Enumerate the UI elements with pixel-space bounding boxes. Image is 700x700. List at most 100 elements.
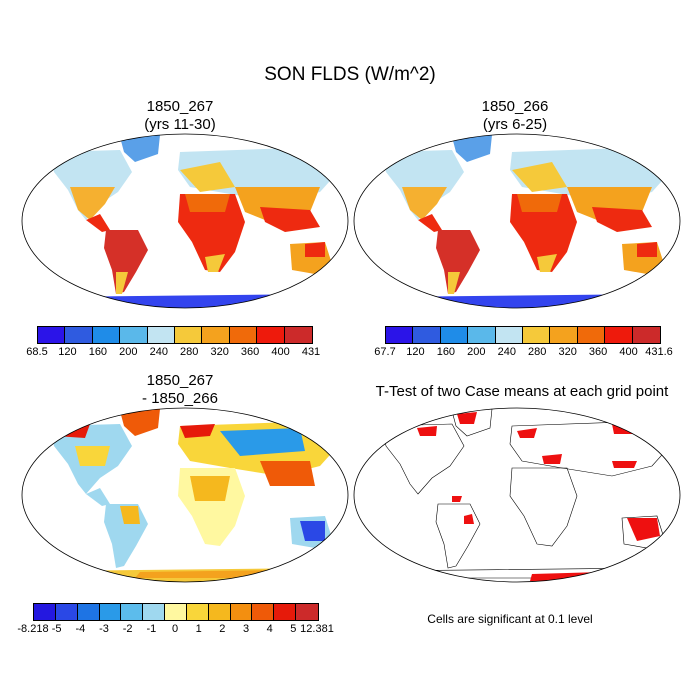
colorbar-label: 200 (467, 346, 486, 358)
colorbar-label: 3 (242, 623, 250, 635)
colorbar-box (386, 327, 414, 343)
colorbar-box (92, 327, 121, 343)
panel-title-top-right: 1850_266 (yrs 6-25) (360, 98, 670, 134)
colorbar-box (34, 604, 56, 620)
colorbar-label: 120 (406, 346, 425, 358)
colorbar-box (55, 604, 78, 620)
colorbar-box (522, 327, 551, 343)
colorbar-label: 200 (119, 346, 138, 358)
colorbar-top-right (385, 326, 661, 344)
colorbar-box (252, 604, 275, 620)
colorbar-box (257, 327, 285, 343)
colorbar-label: 160 (436, 346, 456, 358)
colorbar-label: -5 (51, 623, 62, 635)
colorbar-box (632, 327, 660, 343)
colorbar-label: 431 (301, 346, 321, 358)
colorbar-label: -4 (75, 623, 86, 635)
colorbar-box (77, 604, 100, 620)
colorbar-box (208, 604, 231, 620)
page-title: SON FLDS (W/m^2) (264, 64, 436, 85)
south-america-shape (104, 230, 148, 294)
colorbar-label: -8.218 (17, 623, 49, 635)
colorbar-label: 4 (266, 623, 273, 635)
colorbar-labels-top-right: 67.7 120 160 200 240 280 320 360 400 431.6 (374, 346, 672, 360)
colorbar-label: 68.5 (26, 346, 48, 358)
colorbar-box (284, 327, 312, 343)
colorbar-box (38, 327, 66, 343)
south-america-shape (436, 230, 480, 294)
colorbar-box (186, 604, 209, 620)
colorbar-box (120, 327, 148, 343)
colorbar-label: 360 (588, 346, 608, 358)
colorbar-box (440, 327, 469, 343)
panel-title-line2: (yrs 6-25) (482, 116, 548, 133)
panel-title-bottom-left: 1850_267 - 1850_266 (25, 372, 335, 408)
colorbar-label: -2 (122, 623, 133, 635)
colorbar-label: 240 (497, 346, 516, 358)
colorbar-label: 280 (528, 346, 547, 358)
colorbar-label: 5 (290, 623, 297, 635)
map-top-left (21, 133, 349, 309)
panel-title-line2: (yrs 11-30) (144, 116, 216, 133)
colorbar-label: 431.6 (645, 346, 673, 358)
colorbar-label: -1 (146, 623, 157, 635)
colorbar-label: 400 (271, 346, 290, 358)
colorbar-label: 0 (171, 623, 179, 635)
colorbar-box (147, 327, 175, 343)
greenland-shape (120, 135, 160, 162)
colorbar-label: 120 (58, 346, 77, 358)
colorbar-labels-top-left: 68.5 120 160 200 240 280 320 360 400 431 (26, 346, 320, 360)
panel-title-line1: 1850_267 (146, 98, 214, 115)
colorbar-box (65, 327, 93, 343)
significance-note: Cells are significant at 0.1 level (427, 612, 593, 626)
colorbar-box (468, 327, 496, 343)
north-america-shape (50, 150, 132, 220)
colorbar-label: 1 (195, 623, 202, 635)
colorbar-box (577, 327, 606, 343)
colorbar-label: 67.7 (374, 346, 396, 358)
africa-outline (509, 467, 578, 547)
map-bottom-left (21, 407, 349, 583)
colorbar-label: 2 (219, 623, 226, 635)
colorbar-box (143, 604, 166, 620)
panel-title-line1: 1850_266 (481, 98, 549, 115)
colorbar-label: -3 (99, 623, 109, 635)
panel-title-line1: 1850_267 (146, 372, 214, 389)
colorbar-label: 320 (210, 346, 229, 358)
colorbar-box (605, 327, 633, 343)
panel-title-line2: - 1850_266 (142, 390, 218, 407)
colorbar-box (229, 327, 258, 343)
colorbar-box (202, 327, 230, 343)
colorbar-label: 360 (240, 346, 260, 358)
greenland-shape (452, 135, 492, 162)
colorbar-box (495, 327, 523, 343)
colorbar-box (230, 604, 253, 620)
colorbar-box (274, 604, 297, 620)
colorbar-label: 280 (180, 346, 199, 358)
colorbar-box (413, 327, 441, 343)
colorbar-box (165, 604, 187, 620)
colorbar-box (550, 327, 578, 343)
map-top-right (353, 133, 681, 309)
colorbar-box (174, 327, 203, 343)
africa-shape (178, 194, 245, 272)
africa-shape (510, 194, 577, 272)
panel-title-top-left: 1850_267 (yrs 11-30) (25, 98, 335, 134)
colorbar-box (99, 604, 122, 620)
colorbar-label: 12.381 (300, 623, 334, 635)
colorbar-bottom-left (33, 603, 319, 621)
colorbar-box (296, 604, 318, 620)
colorbar-top-left (37, 326, 313, 344)
colorbar-box (121, 604, 144, 620)
south-america-outline (435, 503, 481, 569)
map-bottom-right (353, 407, 681, 583)
north-america-outline (381, 423, 465, 495)
colorbar-label: 240 (149, 346, 168, 358)
panel-title-bottom-right: T-Test of two Case means at each grid po… (375, 383, 669, 400)
colorbar-label: 160 (88, 346, 108, 358)
colorbar-labels-bottom-left: -8.218 -5 -4 -3 -2 -1 0 1 2 3 4 5 12.381 (17, 623, 333, 637)
colorbar-label: 320 (558, 346, 577, 358)
north-america-shape (382, 150, 464, 220)
colorbar-label: 400 (619, 346, 638, 358)
greenland-shape (120, 409, 160, 436)
